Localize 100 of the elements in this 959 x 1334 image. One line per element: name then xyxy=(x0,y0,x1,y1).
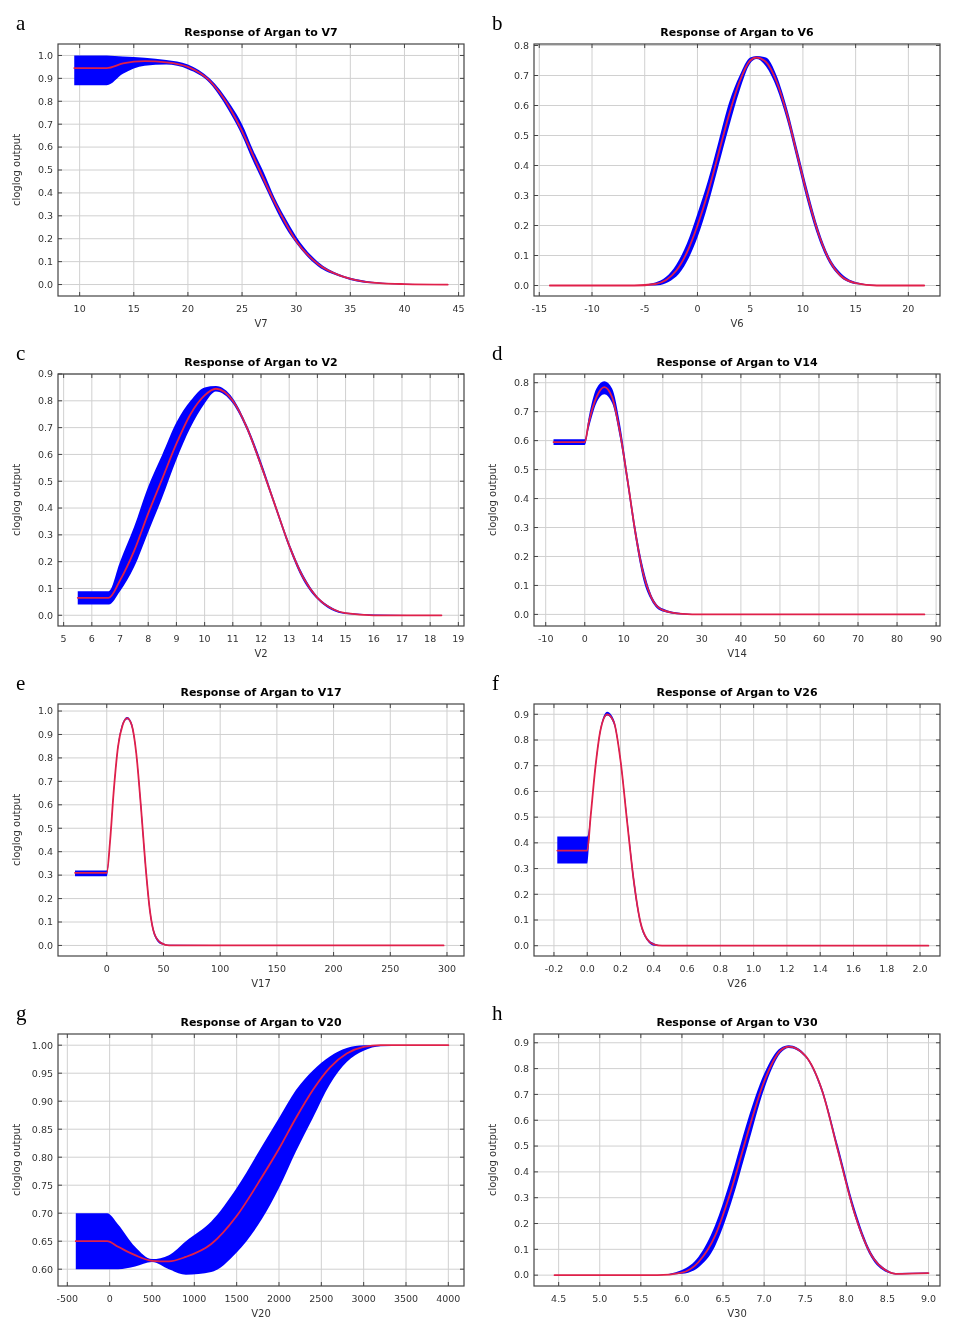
y-axis-title: cloglog output xyxy=(487,1123,498,1197)
x-tick-label: 5 xyxy=(747,303,754,314)
x-tick-label: 40 xyxy=(398,303,411,314)
y-tick-label: 0.3 xyxy=(513,521,529,533)
chart-title: Response of Argan to V20 xyxy=(180,1016,342,1029)
x-tick-label: 6.5 xyxy=(715,1293,731,1304)
x-tick-label: 500 xyxy=(142,1293,162,1304)
y-tick-label: 0.95 xyxy=(31,1067,53,1079)
y-tick-label: 0.0 xyxy=(513,279,529,291)
x-axis-title: V7 xyxy=(254,318,268,329)
y-tick-label: 0.3 xyxy=(513,1192,529,1204)
y-axis-title: cloglog output xyxy=(487,463,498,537)
y-tick-label: 0.8 xyxy=(37,395,53,407)
y-tick-label: 0.5 xyxy=(37,475,53,487)
y-tick-label: 1.0 xyxy=(37,705,53,717)
x-tick-label: 9.0 xyxy=(920,1293,937,1304)
y-tick-label: 1.00 xyxy=(31,1039,53,1051)
text: f xyxy=(492,671,499,695)
y-axis-title: cloglog output xyxy=(11,793,22,867)
x-tick-label: 13 xyxy=(283,633,296,644)
x-axis-title: V2 xyxy=(254,648,268,659)
y-tick-label: 0.1 xyxy=(37,582,53,594)
x-tick-label: 5.5 xyxy=(633,1293,649,1304)
x-tick-label: 6 xyxy=(88,633,95,644)
y-tick-label: 0.2 xyxy=(37,233,53,245)
y-tick-label: 0.9 xyxy=(513,708,529,720)
y-tick-label: 0.9 xyxy=(37,72,53,84)
y-tick-label: 0.8 xyxy=(37,752,53,764)
x-tick-label: 25 xyxy=(236,303,249,314)
y-tick-label: 0.5 xyxy=(37,164,53,176)
x-tick-label: 0.2 xyxy=(612,963,629,974)
y-tick-label: 0.8 xyxy=(513,39,529,51)
x-tick-label: 1.2 xyxy=(779,963,795,974)
x-tick-label: 1.4 xyxy=(812,963,828,974)
text: e xyxy=(16,671,26,695)
y-tick-label: 0.7 xyxy=(513,1088,529,1100)
y-tick-label: 0.1 xyxy=(513,249,529,261)
x-tick-label: 7.5 xyxy=(797,1293,813,1304)
y-tick-label: 0.6 xyxy=(513,1114,529,1126)
y-tick-label: 0.5 xyxy=(513,463,529,475)
x-tick-label: 200 xyxy=(324,963,343,974)
x-tick-label: 5.0 xyxy=(592,1293,608,1304)
x-tick-label: 1500 xyxy=(224,1293,249,1304)
x-tick-label: 60 xyxy=(812,633,826,644)
y-tick-label: 0.4 xyxy=(513,492,529,504)
x-tick-label: -0.2 xyxy=(544,963,564,974)
text: h xyxy=(492,1001,503,1025)
x-tick-label: -5 xyxy=(639,303,650,314)
y-tick-label: 0.5 xyxy=(513,1140,529,1152)
y-tick-label: 0.2 xyxy=(513,1217,529,1229)
x-tick-label: 1.0 xyxy=(746,963,762,974)
y-tick-label: 0.1 xyxy=(513,579,529,591)
y-tick-label: 0.4 xyxy=(37,187,53,199)
y-tick-label: 0.8 xyxy=(513,734,529,746)
text: d xyxy=(492,341,503,365)
x-tick-label: 8 xyxy=(145,633,152,644)
y-tick-label: 0.0 xyxy=(513,940,529,952)
y-tick-label: 0.7 xyxy=(37,421,53,433)
x-axis-title: V6 xyxy=(730,318,744,329)
y-tick-label: 0.6 xyxy=(513,99,529,111)
x-tick-label: 50 xyxy=(773,633,786,644)
x-tick-label: 90 xyxy=(930,633,943,644)
x-tick-label: 14 xyxy=(311,633,324,644)
y-tick-label: 0.5 xyxy=(513,129,529,141)
x-tick-label: 2000 xyxy=(266,1293,292,1304)
x-tick-label: 10 xyxy=(73,303,86,314)
x-tick-label: 0.8 xyxy=(712,963,728,974)
y-tick-label: 0.2 xyxy=(513,550,529,562)
y-tick-label: 0.9 xyxy=(37,728,53,740)
y-tick-label: 0.1 xyxy=(37,916,53,928)
y-tick-label: 0.0 xyxy=(37,939,53,951)
text: a xyxy=(16,11,26,35)
text: b xyxy=(492,11,503,35)
y-tick-label: 0.75 xyxy=(31,1179,53,1191)
chart-title: Response of Argan to V26 xyxy=(656,686,818,699)
y-tick-label: 0.9 xyxy=(37,368,53,380)
y-tick-label: 0.4 xyxy=(37,846,53,858)
x-tick-label: 50 xyxy=(157,963,170,974)
x-tick-label: 40 xyxy=(734,633,747,644)
y-tick-label: 0.6 xyxy=(513,434,529,446)
chart-title: Response of Argan to V7 xyxy=(184,26,338,39)
x-axis-title: V26 xyxy=(727,978,747,989)
y-tick-label: 0.5 xyxy=(513,811,529,823)
x-tick-label: 10 xyxy=(198,633,211,644)
y-tick-label: 0.4 xyxy=(37,502,53,514)
x-tick-label: 100 xyxy=(211,963,230,974)
x-tick-label: 20 xyxy=(902,303,915,314)
x-tick-label: 35 xyxy=(344,303,357,314)
y-tick-label: 0.4 xyxy=(513,837,529,849)
x-tick-label: 30 xyxy=(290,303,303,314)
y-tick-label: 0.7 xyxy=(37,118,53,130)
y-tick-label: 0.6 xyxy=(37,799,53,811)
y-tick-label: 0.4 xyxy=(513,1166,529,1178)
chart-title: Response of Argan to V2 xyxy=(184,356,338,369)
x-tick-label: 250 xyxy=(381,963,400,974)
y-tick-label: 0.7 xyxy=(513,405,529,417)
x-tick-label: 15 xyxy=(849,303,862,314)
x-tick-label: -10 xyxy=(537,633,554,644)
y-tick-label: 1.0 xyxy=(37,49,53,61)
x-tick-label: -15 xyxy=(531,303,548,314)
